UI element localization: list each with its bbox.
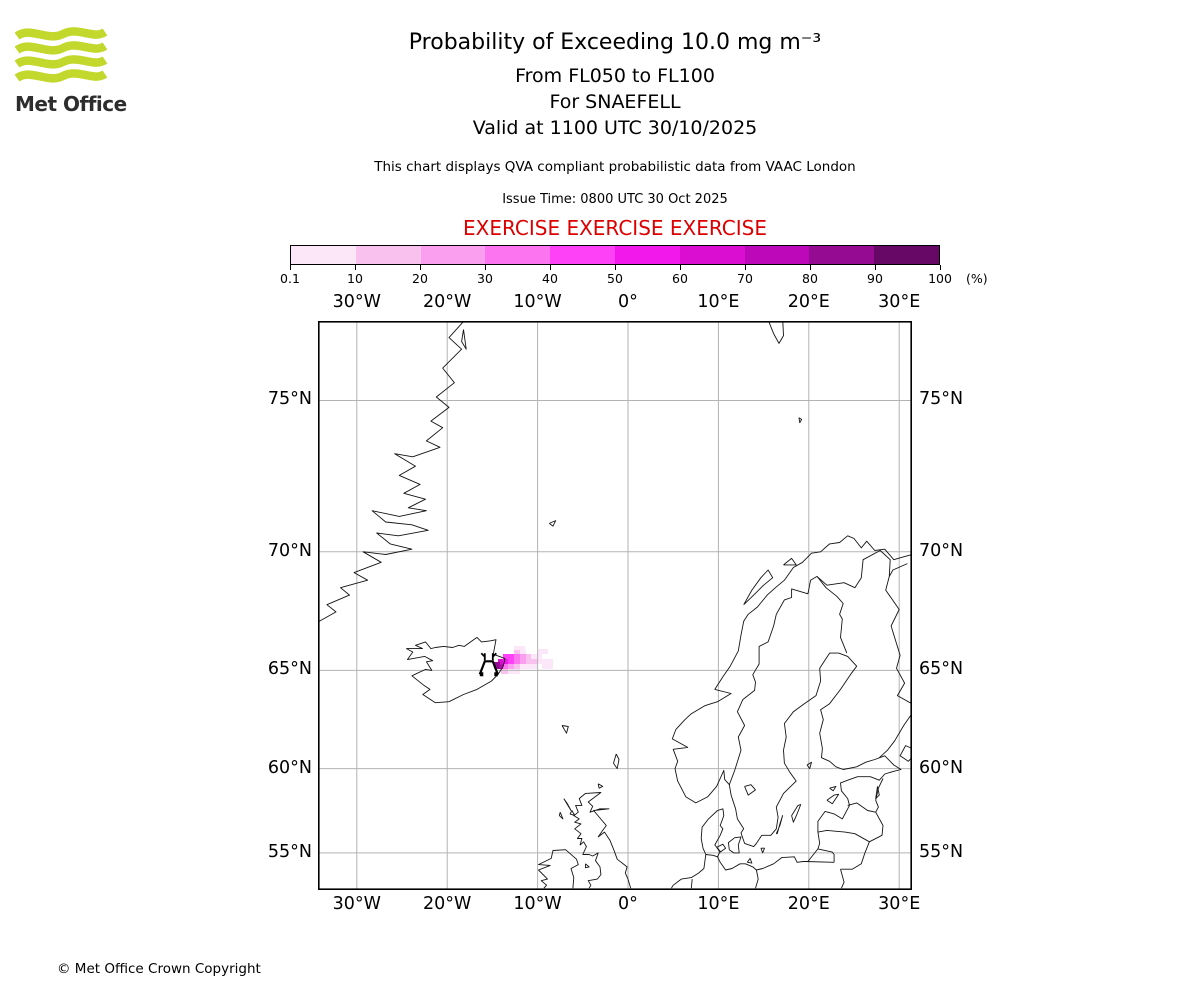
lon-tick-label-top: 30°E [878, 292, 921, 312]
lon-tick-label-top: 20°E [787, 292, 830, 312]
exercise-banner: EXERCISE EXERCISE EXERCISE [463, 216, 767, 240]
coastlines [314, 317, 913, 889]
lon-tick-label-bottom: 20°E [787, 894, 830, 914]
lat-tick-label-right: 65°N [919, 659, 964, 680]
colorbar-tick [550, 265, 551, 270]
colorbar-segment-90-100 [874, 246, 939, 264]
colorbar-tick [745, 265, 746, 270]
lat-tick-label-left: 55°N [267, 841, 312, 862]
colorbar-tick-label: 0.1 [280, 271, 300, 286]
colorbar-tick-label: 30 [477, 271, 493, 286]
lat-tick-label-right: 55°N [919, 841, 964, 862]
subtitle-valid-time: Valid at 1100 UTC 30/10/2025 [472, 117, 758, 139]
colorbar-tick [355, 265, 356, 270]
colorbar-tick [615, 265, 616, 270]
colorbar-segment-30-40 [485, 246, 551, 264]
graticule [318, 321, 912, 890]
met-office-logo: Met Office [14, 26, 135, 116]
lon-tick-label-bottom: 0° [618, 894, 638, 914]
colorbar-segment-0.1-10 [291, 246, 356, 264]
colorbar-segment-40-50 [550, 246, 615, 264]
lon-tick-label-bottom: 30°E [878, 894, 921, 914]
met-office-logo-text: Met Office [15, 92, 127, 116]
page-title: Probability of Exceeding 10.0 mg m⁻³ [408, 30, 822, 55]
colorbar-tick [875, 265, 876, 270]
met-office-logo-waves [14, 27, 108, 83]
lon-tick-label-top: 10°W [513, 292, 562, 312]
colorbar-segment-70-80 [744, 246, 810, 264]
colorbar-tick-label: 50 [607, 271, 623, 286]
colorbar-segment-20-30 [420, 246, 486, 264]
lat-tick-label-right: 70°N [919, 540, 964, 561]
lon-tick-label-bottom: 30°W [332, 894, 381, 914]
colorbar-tick [940, 265, 941, 270]
colorbar-tick-label: 20 [412, 271, 428, 286]
colorbar-segment-80-90 [809, 246, 875, 264]
colorbar-tick [290, 265, 291, 270]
map-canvas [314, 317, 913, 891]
lon-tick-label-bottom: 20°W [423, 894, 472, 914]
colorbar-tick-label: 70 [737, 271, 753, 286]
lat-tick-label-left: 70°N [267, 540, 312, 561]
colorbar-tick [485, 265, 486, 270]
volcano-icon [478, 652, 499, 677]
colorbar-tick-label: 10 [347, 271, 363, 286]
colorbar-tick-label: 90 [867, 271, 883, 286]
colorbar-unit: (%) [966, 271, 988, 286]
lon-tick-label-top: 30°W [332, 292, 381, 312]
subtitle-flight-levels: From FL050 to FL100 [515, 65, 715, 87]
lat-tick-label-left: 65°N [267, 659, 312, 680]
lat-tick-label-left: 60°N [267, 757, 312, 778]
colorbar-tick-label: 60 [672, 271, 688, 286]
lon-tick-label-bottom: 10°W [513, 894, 562, 914]
chart-description: This chart displays QVA compliant probab… [374, 159, 856, 175]
lon-tick-label-top: 0° [618, 292, 638, 312]
lon-tick-label-top: 20°W [423, 292, 472, 312]
colorbar-tick [810, 265, 811, 270]
colorbar-tick [420, 265, 421, 270]
colorbar-tick-label: 100 [928, 271, 952, 286]
colorbar-tick-label: 80 [802, 271, 818, 286]
lon-tick-label-top: 10°E [697, 292, 740, 312]
colorbar-tick [680, 265, 681, 270]
lon-tick-label-bottom: 10°E [697, 894, 740, 914]
lat-tick-label-right: 60°N [919, 757, 964, 778]
probability-colorbar [290, 245, 940, 265]
copyright-notice: © Met Office Crown Copyright [57, 961, 261, 977]
map-frame [318, 321, 913, 891]
colorbar-segment-10-20 [355, 246, 421, 264]
probability-cells [494, 646, 553, 674]
country-borders [690, 550, 913, 889]
subtitle-volcano: For SNAEFELL [549, 91, 681, 113]
lat-tick-label-left: 75°N [267, 389, 312, 410]
lat-tick-label-right: 75°N [919, 389, 964, 410]
map-svg [314, 317, 913, 891]
issue-time: Issue Time: 0800 UTC 30 Oct 2025 [502, 192, 728, 207]
colorbar-segment-60-70 [679, 246, 745, 264]
colorbar-tick-label: 40 [542, 271, 558, 286]
colorbar-segment-50-60 [614, 246, 680, 264]
